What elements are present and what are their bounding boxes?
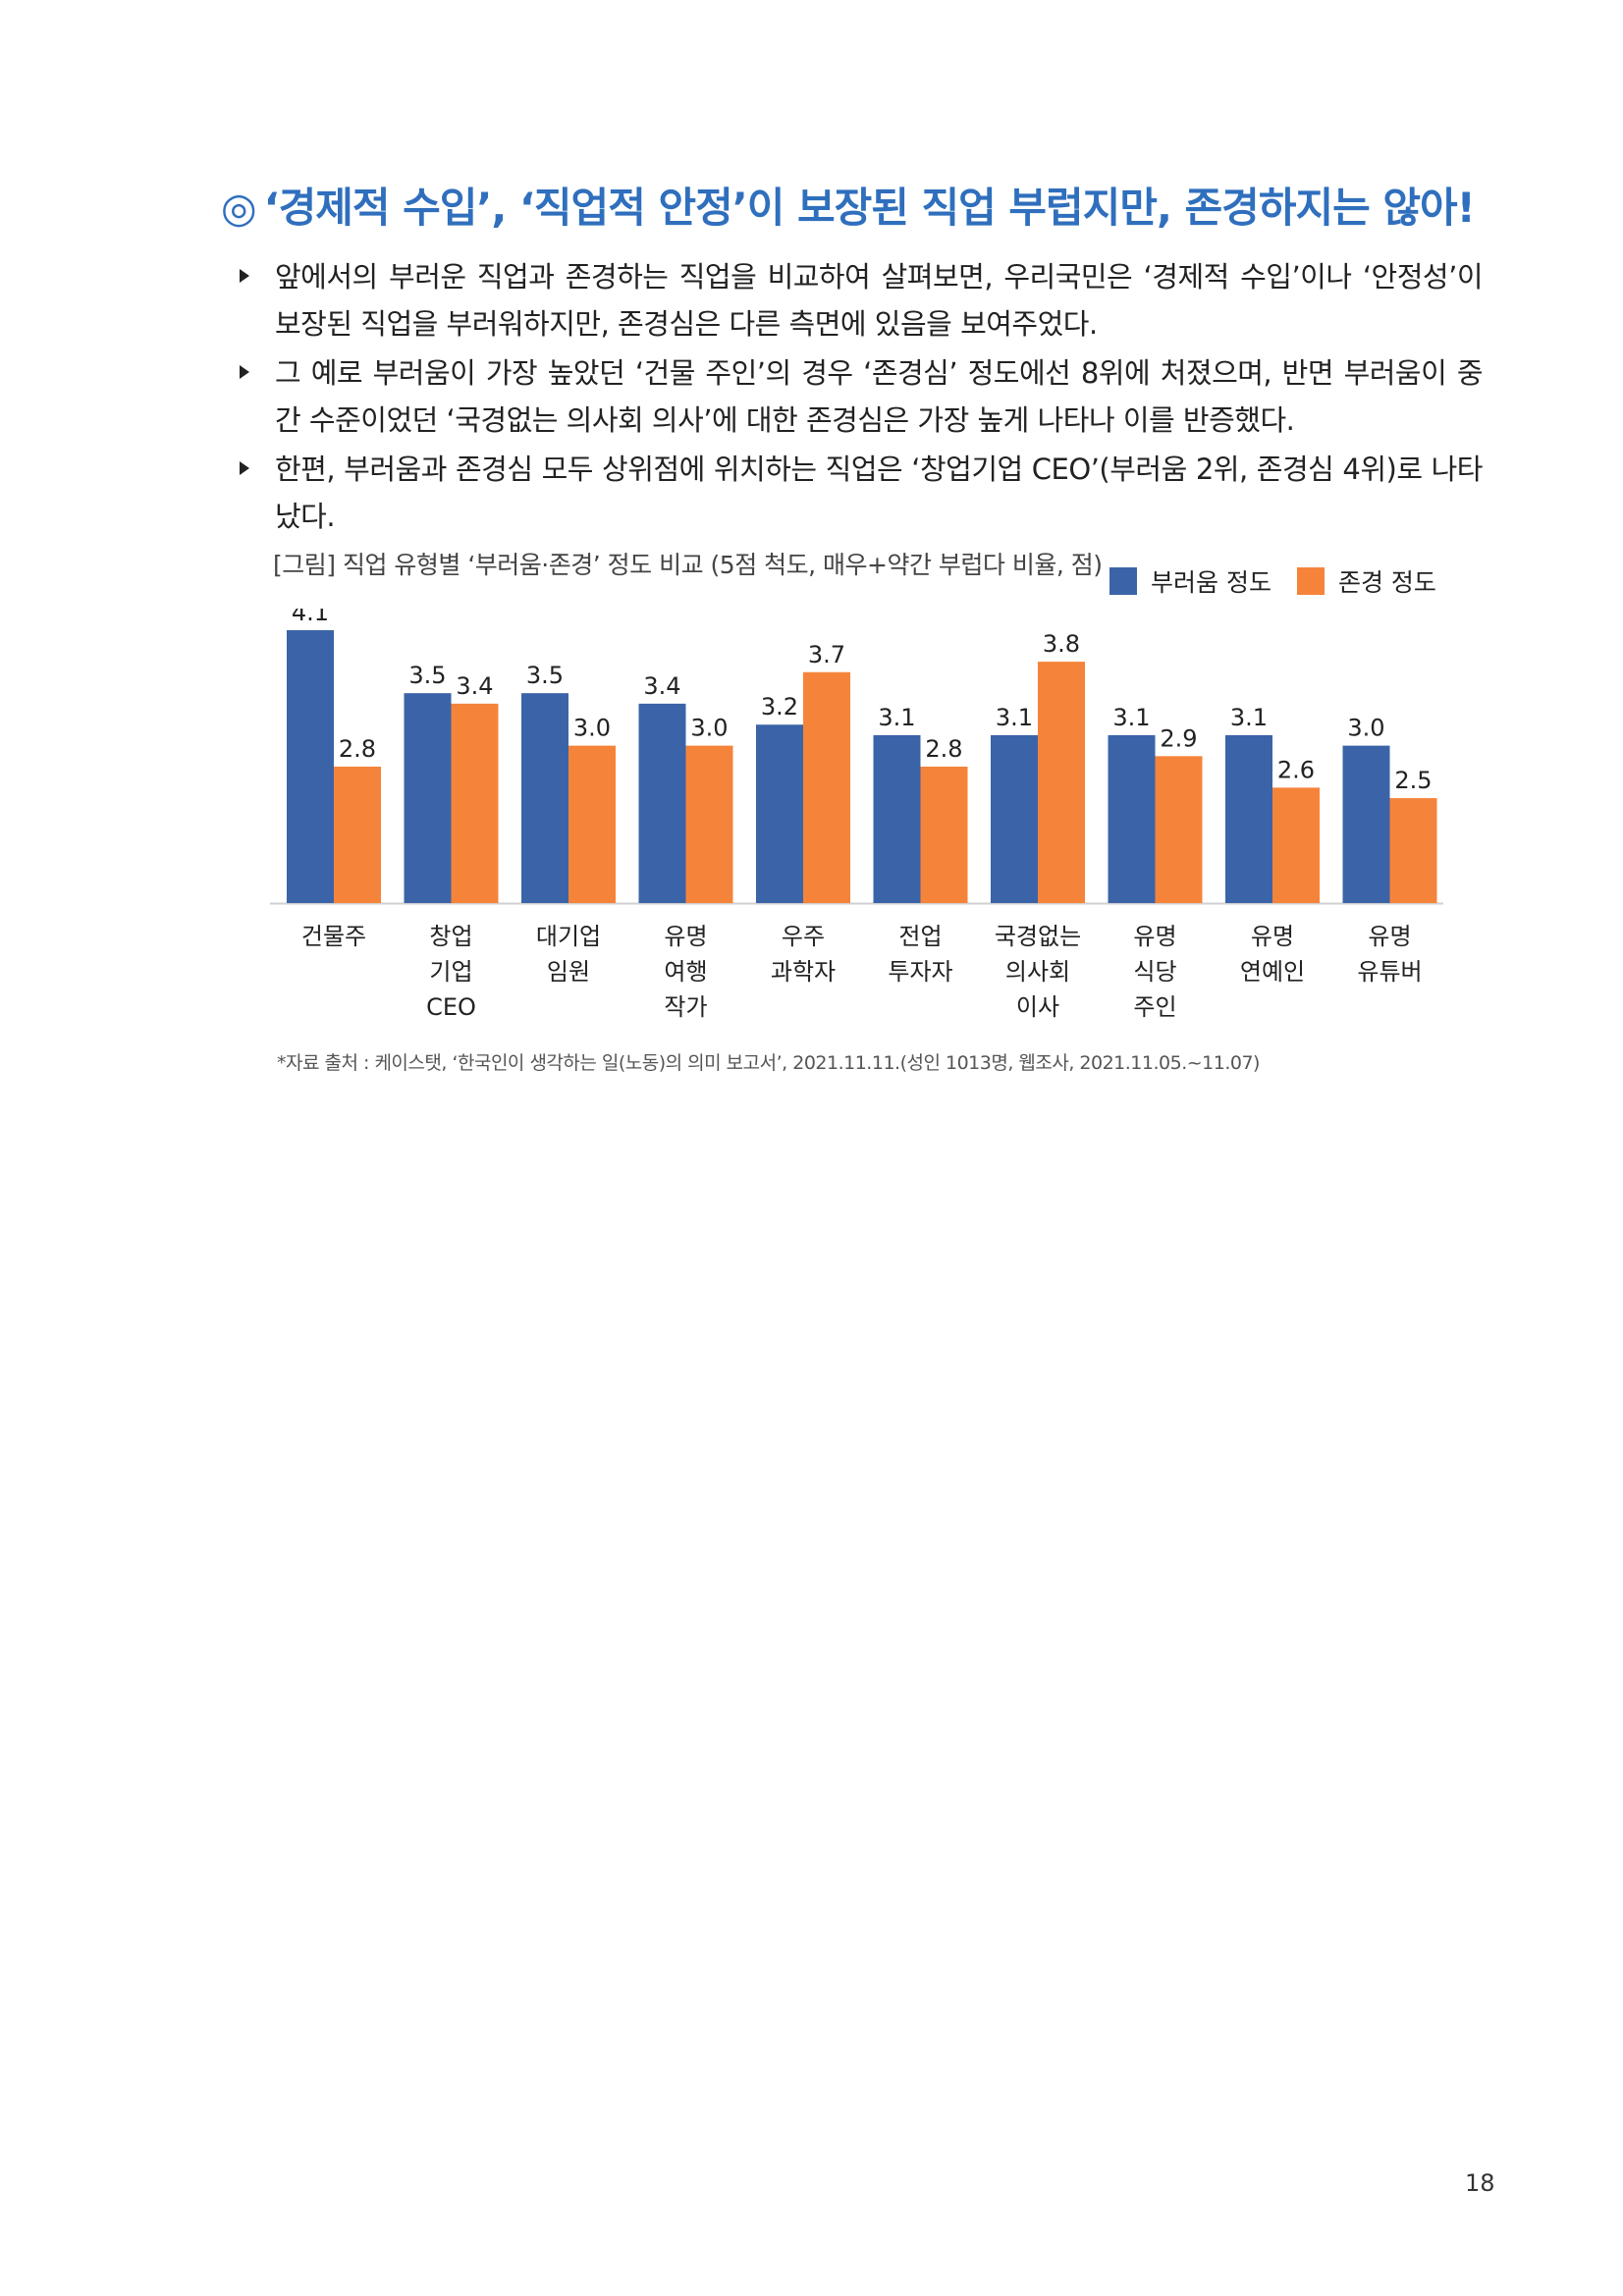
bar-respect <box>685 745 733 903</box>
legend-swatch-respect <box>1296 567 1325 595</box>
category-label: 유명 <box>1133 923 1176 950</box>
data-label-envy: 3.1 <box>996 704 1033 731</box>
data-label-envy: 3.4 <box>643 672 680 700</box>
bullet-text: 그 예로 부러움이 가장 높았던 ‘건물 주인’의 경우 ‘존경심’ 정도에선 … <box>275 356 1484 437</box>
category-label: 유명 <box>1251 923 1294 950</box>
category-label: 유명 <box>1368 923 1411 950</box>
category-label: 임원 <box>547 958 590 986</box>
bullet-text: 앞에서의 부러운 직업과 존경하는 직업을 비교하여 살펴보면, 우리국민은 ‘… <box>275 260 1484 341</box>
legend-item-envy: 부러움 정도 <box>1109 563 1271 599</box>
legend-swatch-envy <box>1109 567 1137 595</box>
category-label: CEO <box>426 993 476 1021</box>
bar-respect <box>1389 798 1437 903</box>
bullet-text: 한편, 부러움과 존경심 모두 상위점에 위치하는 직업은 ‘창업기업 CEO’… <box>275 453 1484 533</box>
section-heading: ◎ ‘경제적 수입’, ‘직업적 안정’이 보장된 직업 부럽지만, 존경하지는 … <box>221 175 1517 235</box>
bar-envy <box>638 703 686 903</box>
bar-respect <box>1038 662 1085 903</box>
bar-envy <box>521 693 568 903</box>
data-label-respect: 3.7 <box>808 641 845 668</box>
data-label-respect: 2.6 <box>1277 756 1315 783</box>
bar-envy <box>404 693 452 903</box>
data-label-respect: 2.8 <box>339 735 376 763</box>
data-label-envy: 3.1 <box>878 704 915 731</box>
category-label: 투자자 <box>888 958 952 986</box>
bar-respect <box>334 767 381 903</box>
category-label: 건물주 <box>301 923 366 950</box>
triangle-bullet-icon <box>240 365 249 379</box>
bar-respect <box>1272 787 1320 903</box>
data-label-envy: 3.5 <box>526 662 564 689</box>
bullet-list: 앞에서의 부러운 직업과 존경하는 직업을 비교하여 살펴보면, 우리국민은 ‘… <box>236 253 1484 542</box>
bar-envy <box>1108 734 1156 903</box>
legend-label-envy: 부러움 정도 <box>1151 568 1271 597</box>
bar-respect <box>1155 756 1203 903</box>
data-label-envy: 3.0 <box>1347 715 1384 742</box>
triangle-bullet-icon <box>240 269 249 283</box>
legend-item-respect: 존경 정도 <box>1296 563 1436 599</box>
legend-label-respect: 존경 정도 <box>1337 568 1436 597</box>
data-label-envy: 4.1 <box>292 609 329 626</box>
bar-respect <box>451 703 499 903</box>
heading-text: ‘경제적 수입’, ‘직업적 안정’이 보장된 직업 부럽지만, 존경하지는 않… <box>263 184 1476 232</box>
bar-envy <box>873 734 921 903</box>
category-label: 과학자 <box>771 958 836 986</box>
category-label: 식당 <box>1133 958 1176 986</box>
category-label: 우주 <box>782 923 825 950</box>
data-label-envy: 3.2 <box>761 693 798 721</box>
category-label: 유튜버 <box>1357 958 1422 986</box>
category-label: 기업 <box>429 958 472 986</box>
category-label: 유명 <box>664 923 707 950</box>
bar-envy <box>1342 745 1390 903</box>
page-number: 18 <box>1465 2169 1495 2197</box>
category-label: 연예인 <box>1240 958 1305 986</box>
category-label: 여행 <box>664 958 707 986</box>
data-label-respect: 2.5 <box>1394 767 1432 794</box>
category-label: 작가 <box>664 993 707 1021</box>
data-label-envy: 3.1 <box>1230 704 1268 731</box>
triangle-bullet-icon <box>240 461 249 475</box>
data-label-envy: 3.1 <box>1112 704 1150 731</box>
bar-respect <box>568 745 616 903</box>
bar-envy <box>287 630 334 903</box>
category-label: 창업 <box>429 923 472 950</box>
bullet-item: 앞에서의 부러운 직업과 존경하는 직업을 비교하여 살펴보면, 우리국민은 ‘… <box>236 253 1484 347</box>
data-label-respect: 2.9 <box>1160 724 1197 752</box>
data-label-respect: 3.0 <box>573 715 611 742</box>
data-label-envy: 3.5 <box>408 662 446 689</box>
chart-legend: 부러움 정도 존경 정도 <box>1109 563 1462 599</box>
category-label: 의사회 <box>1005 958 1070 986</box>
bar-envy <box>756 724 803 903</box>
data-label-respect: 2.8 <box>925 735 962 763</box>
bullet-item: 한편, 부러움과 존경심 모두 상위점에 위치하는 직업은 ‘창업기업 CEO’… <box>236 446 1484 540</box>
bar-respect <box>920 767 968 903</box>
chart-title: [그림] 직업 유형별 ‘부러움·존경’ 정도 비교 (5점 척도, 매우+약간… <box>273 551 1103 579</box>
bar-envy <box>1225 734 1272 903</box>
circle-mark-icon: ◎ <box>221 184 257 232</box>
category-label: 주인 <box>1133 993 1176 1021</box>
data-label-respect: 3.0 <box>690 715 728 742</box>
data-label-respect: 3.4 <box>456 672 493 700</box>
category-label: 대기업 <box>536 923 601 950</box>
bar-envy <box>991 734 1038 903</box>
category-label: 국경없는 <box>995 923 1081 950</box>
bullet-item: 그 예로 부러움이 가장 높았던 ‘건물 주인’의 경우 ‘존경심’ 정도에선 … <box>236 349 1484 444</box>
category-label: 전업 <box>898 923 942 950</box>
source-note: *자료 출처 : 케이스탯, ‘한국인이 생각하는 일(노동)의 의미 보고서’… <box>277 1052 1260 1074</box>
data-label-respect: 3.8 <box>1043 630 1080 658</box>
bar-respect <box>803 671 850 903</box>
category-label: 이사 <box>1016 993 1059 1021</box>
